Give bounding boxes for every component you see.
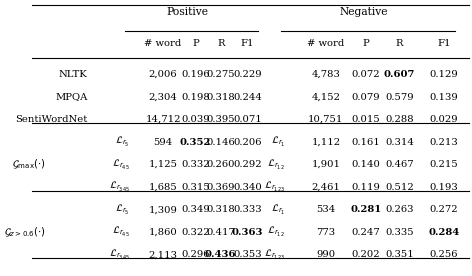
Text: 0.318: 0.318 [206,205,235,214]
Text: 0.139: 0.139 [430,92,458,102]
Text: 1,685: 1,685 [149,183,177,192]
Text: 0.352: 0.352 [180,138,211,147]
Text: $\mathcal{L}_{r_{5}}$: $\mathcal{L}_{r_{5}}$ [115,203,130,217]
Text: 0.206: 0.206 [233,138,261,147]
Text: 0.039: 0.039 [181,115,210,124]
Text: # word: # word [307,39,345,48]
Text: 0.029: 0.029 [430,115,458,124]
Text: 0.072: 0.072 [352,70,380,79]
Text: 0.161: 0.161 [351,138,380,147]
Text: $\mathcal{L}_{r_{1}}$: $\mathcal{L}_{r_{1}}$ [270,203,285,217]
Text: 1,112: 1,112 [311,138,340,147]
Text: Negative: Negative [339,7,388,17]
Text: 0.318: 0.318 [206,92,235,102]
Text: $\mathcal{G}_{z>0.6}(\cdot)$: $\mathcal{G}_{z>0.6}(\cdot)$ [4,225,46,239]
Text: 0.256: 0.256 [430,250,458,259]
Text: 0.512: 0.512 [385,183,414,192]
Text: 14,712: 14,712 [145,115,181,124]
Text: 0.079: 0.079 [352,92,380,102]
Text: 990: 990 [316,250,336,259]
Text: $\mathcal{L}_{r_{1}}$: $\mathcal{L}_{r_{1}}$ [270,135,285,149]
Text: 0.071: 0.071 [233,115,261,124]
Text: R: R [217,39,225,48]
Text: 0.322: 0.322 [181,228,210,237]
Text: $\mathcal{L}_{r_{123}}$: $\mathcal{L}_{r_{123}}$ [264,248,285,262]
Text: 4,152: 4,152 [312,92,340,102]
Text: 0.333: 0.333 [233,205,261,214]
Text: 4,783: 4,783 [312,70,340,79]
Text: $\mathcal{L}_{r_{123}}$: $\mathcal{L}_{r_{123}}$ [264,180,285,194]
Text: 1,860: 1,860 [149,228,177,237]
Text: 0.349: 0.349 [181,205,210,214]
Text: 0.292: 0.292 [233,160,261,169]
Text: 0.340: 0.340 [233,183,261,192]
Text: 0.332: 0.332 [181,160,210,169]
Text: F1: F1 [241,39,254,48]
Text: 0.353: 0.353 [233,250,261,259]
Text: 1,309: 1,309 [149,205,177,214]
Text: 0.395: 0.395 [206,115,235,124]
Text: 2,113: 2,113 [149,250,177,259]
Text: 0.215: 0.215 [430,160,458,169]
Text: 0.335: 0.335 [385,228,414,237]
Text: 0.213: 0.213 [430,138,458,147]
Text: 0.417: 0.417 [206,228,235,237]
Text: $\mathcal{L}_{r_{5}}$: $\mathcal{L}_{r_{5}}$ [115,135,130,149]
Text: 0.607: 0.607 [384,70,415,79]
Text: $\mathcal{L}_{r_{12}}$: $\mathcal{L}_{r_{12}}$ [267,158,285,172]
Text: $\mathcal{G}_{\mathrm{max}}(\cdot)$: $\mathcal{G}_{\mathrm{max}}(\cdot)$ [12,158,46,171]
Text: 0.202: 0.202 [352,250,380,259]
Text: 0.196: 0.196 [181,70,210,79]
Text: 0.284: 0.284 [428,228,459,237]
Text: 0.315: 0.315 [181,183,210,192]
Text: 2,304: 2,304 [149,92,177,102]
Text: MPQA: MPQA [55,92,88,102]
Text: 2,006: 2,006 [149,70,177,79]
Text: P: P [362,39,369,48]
Text: 0.244: 0.244 [233,92,262,102]
Text: 0.146: 0.146 [206,138,235,147]
Text: 0.579: 0.579 [385,92,414,102]
Text: 0.314: 0.314 [385,138,414,147]
Text: 0.288: 0.288 [385,115,414,124]
Text: SentiWordNet: SentiWordNet [16,115,88,124]
Text: 0.015: 0.015 [351,115,380,124]
Text: 1,901: 1,901 [312,160,340,169]
Text: R: R [396,39,403,48]
Text: $\mathcal{L}_{r_{45}}$: $\mathcal{L}_{r_{45}}$ [112,158,130,172]
Text: 0.193: 0.193 [430,183,458,192]
Text: 0.140: 0.140 [351,160,380,169]
Text: 0.296: 0.296 [181,250,210,259]
Text: 0.247: 0.247 [351,228,380,237]
Text: 0.363: 0.363 [232,228,263,237]
Text: F1: F1 [437,39,451,48]
Text: 0.467: 0.467 [385,160,414,169]
Text: 2,461: 2,461 [312,183,340,192]
Text: 0.229: 0.229 [233,70,261,79]
Text: 0.129: 0.129 [430,70,458,79]
Text: P: P [192,39,199,48]
Text: 0.272: 0.272 [430,205,458,214]
Text: 0.260: 0.260 [206,160,235,169]
Text: 534: 534 [316,205,336,214]
Text: 10,751: 10,751 [308,115,344,124]
Text: $\mathcal{L}_{r_{345}}$: $\mathcal{L}_{r_{345}}$ [109,180,130,194]
Text: NLTK: NLTK [59,70,88,79]
Text: Positive: Positive [167,7,209,17]
Text: $\mathcal{L}_{r_{345}}$: $\mathcal{L}_{r_{345}}$ [109,248,130,262]
Text: $\mathcal{L}_{r_{45}}$: $\mathcal{L}_{r_{45}}$ [112,225,130,239]
Text: 0.369: 0.369 [206,183,235,192]
Text: 594: 594 [153,138,173,147]
Text: 0.198: 0.198 [181,92,210,102]
Text: 0.119: 0.119 [351,183,380,192]
Text: 0.351: 0.351 [385,250,414,259]
Text: 0.281: 0.281 [350,205,381,214]
Text: 1,125: 1,125 [149,160,177,169]
Text: # word: # word [144,39,182,48]
Text: 773: 773 [316,228,336,237]
Text: 0.275: 0.275 [206,70,235,79]
Text: 0.263: 0.263 [385,205,414,214]
Text: $\mathcal{L}_{r_{12}}$: $\mathcal{L}_{r_{12}}$ [267,225,285,239]
Text: 0.436: 0.436 [205,250,236,259]
